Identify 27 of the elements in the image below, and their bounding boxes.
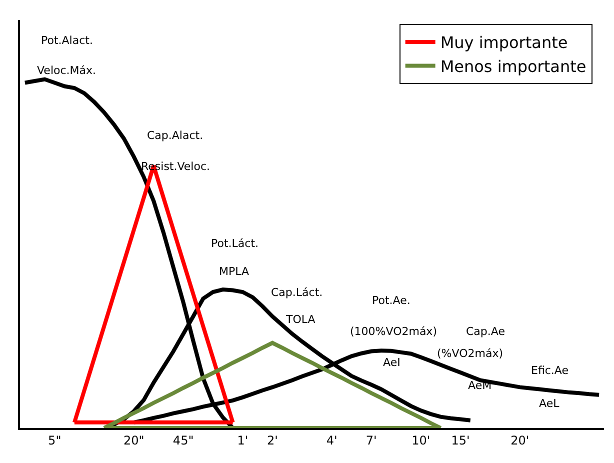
annotation: Pot.Ae. (372, 294, 410, 307)
annotation: Pot.Láct. (211, 237, 259, 250)
annotation: (100%VO2máx) (350, 325, 437, 338)
x-tick-label: 20" (123, 433, 144, 448)
text: Veloc.Máx. (37, 64, 96, 77)
annotation: AeI (383, 356, 400, 369)
annotation: Resist.Veloc. (141, 160, 210, 173)
x-tick-label: 1' (237, 433, 248, 448)
x-tick-label: 4' (326, 433, 338, 448)
annotation: Cap.Láct. (271, 286, 323, 299)
annotation: MPLA (219, 265, 250, 278)
x-tick-label: 5" (48, 433, 62, 448)
x-tick-label: 45" (172, 433, 194, 448)
annotation: AeL (539, 397, 560, 410)
annotation: Efic.Ae (531, 364, 569, 377)
legend-label: Muy importante (440, 33, 568, 52)
annotation: (%VO2máx) (437, 347, 503, 360)
legend-label: Menos importante (440, 57, 586, 76)
annotation: Cap.Alact. (147, 129, 204, 142)
x-tick-label: 15' (451, 433, 470, 448)
x-tick-label: 10' (412, 433, 430, 448)
text: Pot.Alact. (41, 34, 93, 47)
x-tick-label: 20' (510, 433, 530, 448)
x-tick-label: 2' (266, 433, 278, 448)
annotation: Cap.Ae (466, 325, 506, 338)
x-tick-label: 7' (366, 433, 377, 448)
annotation: TOLA (285, 313, 316, 326)
